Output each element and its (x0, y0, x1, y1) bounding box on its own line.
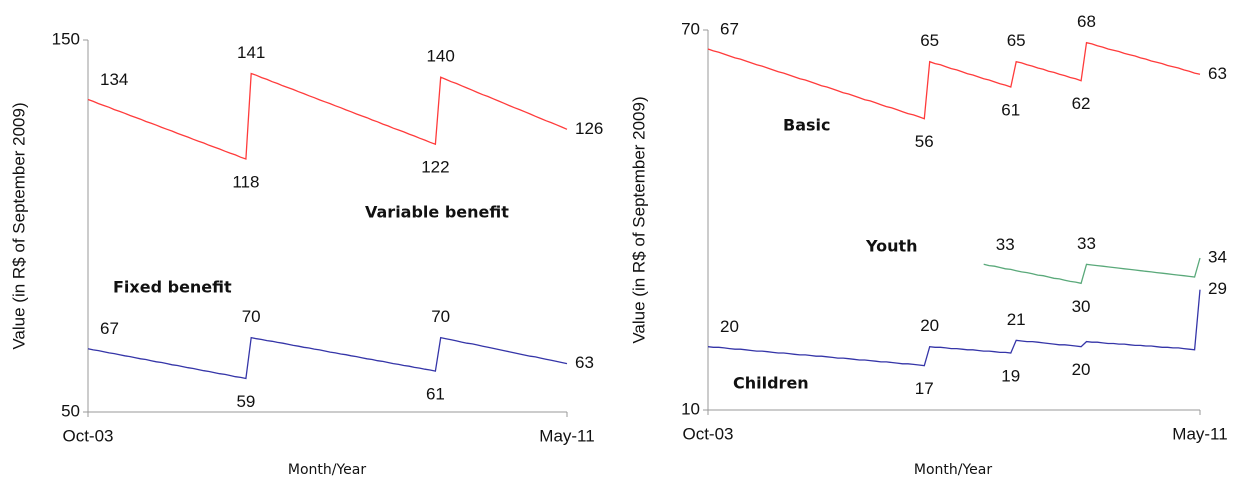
x-axis-title: Month/Year (288, 462, 366, 478)
value-label: 62 (1072, 94, 1091, 113)
series-name: Basic (783, 116, 830, 135)
series-line (707, 41, 1201, 120)
series-line (87, 72, 568, 160)
x-tick-label: Oct-03 (62, 426, 113, 445)
x-tick-label: May-11 (1172, 424, 1227, 443)
value-label: 59 (236, 392, 255, 411)
value-label: 67 (100, 319, 119, 338)
x-tick-label: May-11 (539, 426, 594, 445)
series-name: Youth (865, 237, 918, 256)
value-label: 61 (1001, 100, 1020, 119)
value-label: 140 (426, 47, 454, 66)
y-tick-label: 50 (61, 401, 80, 420)
value-label: 56 (915, 132, 934, 151)
value-label: 34 (1208, 247, 1227, 266)
y-axis-title: Value (in R$ of September 2009) (629, 96, 648, 343)
value-label: 20 (720, 317, 739, 336)
value-label: 126 (575, 119, 603, 138)
value-label: 68 (1077, 12, 1096, 31)
value-label: 30 (1072, 297, 1091, 316)
series-name: Fixed benefit (113, 278, 232, 297)
series-line (983, 257, 1201, 285)
series-name: Variable benefit (365, 203, 509, 222)
value-label: 65 (920, 31, 939, 50)
series-name: Children (733, 374, 809, 393)
y-tick-label: 10 (681, 399, 700, 418)
value-label: 65 (1007, 31, 1026, 50)
value-label: 20 (1072, 360, 1091, 379)
value-label: 141 (237, 43, 265, 62)
value-label: 20 (920, 316, 939, 335)
x-tick-label: Oct-03 (682, 424, 733, 443)
x-axis-title: Month/Year (914, 462, 992, 478)
value-label: 33 (996, 235, 1015, 254)
value-label: 63 (575, 353, 594, 372)
y-axis-title: Value (in R$ of September 2009) (9, 102, 28, 349)
value-label: 29 (1208, 279, 1227, 298)
y-tick-label: 150 (52, 29, 80, 48)
value-label: 118 (232, 173, 259, 192)
series-line (707, 289, 1201, 367)
y-tick-label: 70 (681, 19, 700, 38)
value-label: 19 (1001, 366, 1020, 385)
series-line (87, 336, 568, 380)
value-label: 61 (426, 385, 445, 404)
value-label: 70 (242, 307, 261, 326)
value-label: 67 (720, 19, 739, 38)
value-label: 33 (1077, 234, 1096, 253)
value-label: 134 (100, 70, 128, 89)
value-label: 63 (1208, 64, 1227, 83)
value-label: 70 (431, 307, 450, 326)
value-label: 122 (421, 158, 449, 177)
value-label: 21 (1007, 310, 1026, 329)
value-label: 17 (915, 379, 934, 398)
